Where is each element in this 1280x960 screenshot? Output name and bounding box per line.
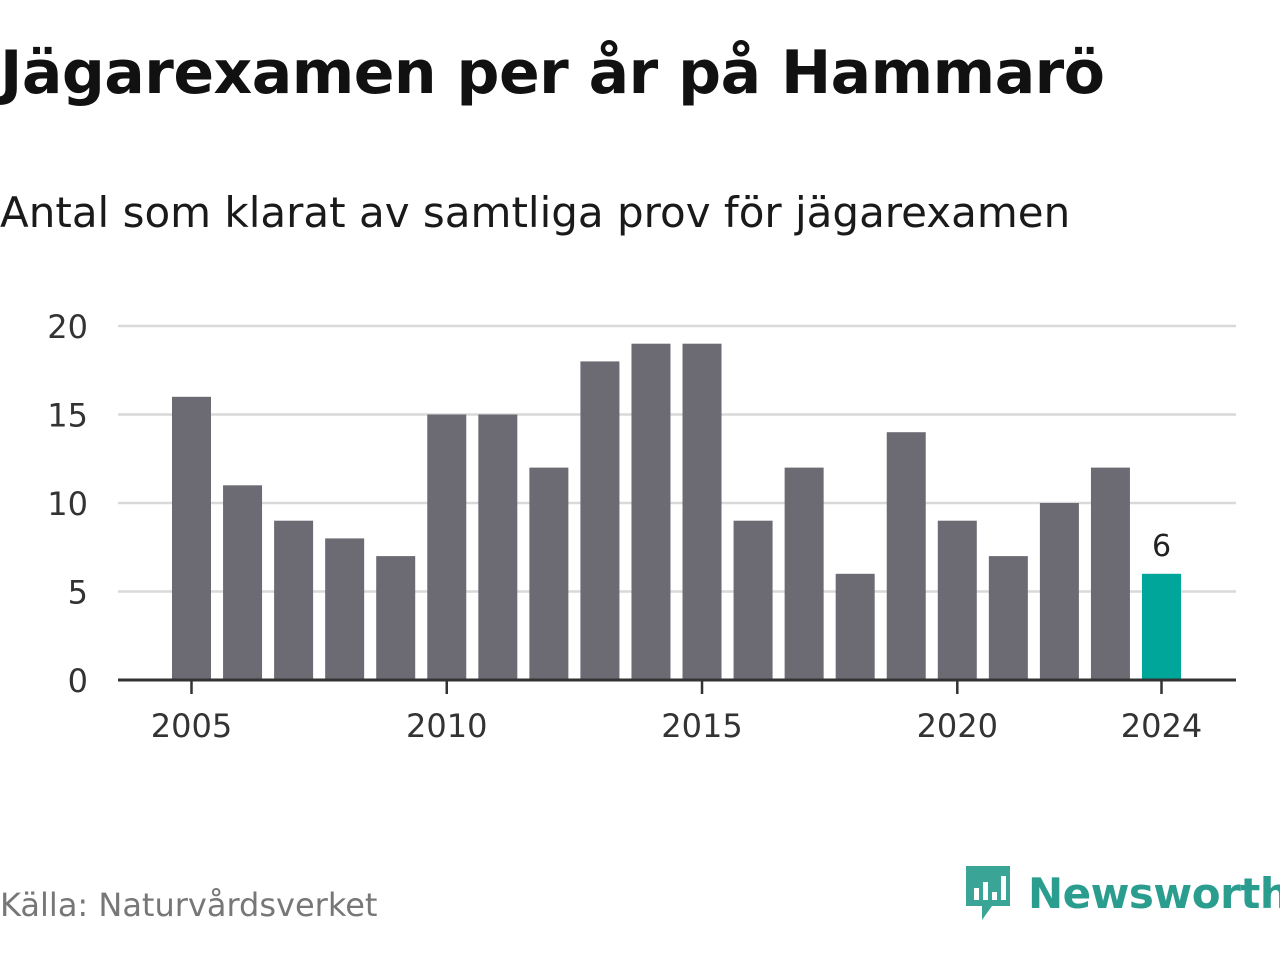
x-tick-label: 2015	[661, 707, 742, 745]
x-axis-ticks: 2005 2010 2015 2020 2024	[151, 680, 1202, 745]
source-note: Källa: Naturvårdsverket	[0, 886, 378, 924]
bar-2009	[376, 556, 416, 680]
bar-2019	[886, 432, 926, 680]
bar-2014	[631, 343, 671, 680]
newsworthy-logo-icon	[966, 866, 1010, 920]
bar-2008	[325, 538, 365, 680]
bar-chart: 0 5 10 15 20 2005 2010 2015 2020 2024 6	[47, 308, 1236, 745]
bar-2010	[427, 414, 467, 680]
data-labels: 6	[1152, 529, 1171, 564]
bar-2011	[478, 414, 518, 680]
bars	[118, 343, 1236, 682]
x-tick-label: 2005	[151, 707, 232, 745]
bar-2012	[529, 467, 569, 680]
bar-2023	[1090, 467, 1130, 680]
data-label-2024: 6	[1152, 529, 1171, 564]
brand-name: Newsworthy	[1028, 868, 1280, 918]
bar-2018	[835, 573, 875, 680]
brand-logo: Newsworthy	[962, 862, 1280, 924]
bar-2016	[733, 520, 773, 680]
bar-2006	[223, 485, 263, 680]
bar-2024	[1142, 573, 1181, 680]
bar-2015	[682, 343, 722, 680]
chart-title: Jägarexamen per år på Hammarö	[0, 38, 1105, 108]
x-tick-label: 2010	[406, 707, 487, 745]
bar-2013	[580, 361, 620, 680]
bar-2005	[172, 396, 211, 680]
bar-2020	[937, 520, 977, 680]
bar-2021	[988, 556, 1028, 680]
y-tick-label: 0	[68, 662, 88, 700]
bar-2017	[784, 467, 824, 680]
x-tick-label: 2020	[917, 707, 998, 745]
bar-2022	[1039, 503, 1079, 680]
y-tick-label: 20	[47, 308, 88, 346]
y-tick-label: 15	[47, 397, 88, 435]
x-tick-label: 2024	[1121, 707, 1202, 745]
bar-2007	[274, 520, 314, 680]
y-tick-label: 10	[47, 485, 88, 523]
chart-subtitle: Antal som klarat av samtliga prov för jä…	[0, 188, 1071, 237]
y-tick-label: 5	[68, 574, 88, 612]
y-axis-ticks: 0 5 10 15 20	[47, 308, 88, 700]
